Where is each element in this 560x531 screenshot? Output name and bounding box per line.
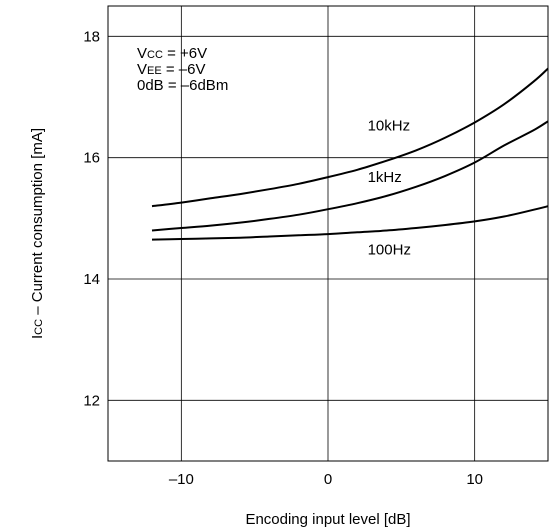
x-tick-label: 10 (466, 471, 483, 488)
series-lines (151, 67, 549, 241)
x-tick-labels: –10 0 10 (169, 471, 483, 488)
y-tick-label: 16 (83, 150, 100, 167)
series-line-100hz (151, 205, 549, 241)
series-line-10khz (151, 67, 549, 208)
y-tick-label: 18 (83, 28, 100, 45)
condition-subscript: CC (147, 49, 163, 61)
y-axis-symbol: I (29, 335, 46, 339)
condition-text: = –6V (162, 61, 206, 78)
y-axis-title: ICC – Current consumption [mA] (29, 128, 46, 339)
x-axis-title: Encoding input level [dB] (245, 511, 410, 528)
y-axis-text: – Current consumption [mA] (29, 128, 46, 319)
plot-frame (107, 5, 549, 462)
condition-text: = +6V (163, 45, 207, 62)
series-label-1khz: 1kHz (368, 169, 402, 186)
y-tick-label: 12 (83, 392, 100, 409)
y-tick-label: 14 (83, 271, 100, 288)
condition-line-1: VEE = –6V (137, 61, 206, 78)
x-tick-label: –10 (169, 471, 194, 488)
y-tick-labels: 12 14 16 18 (83, 28, 100, 409)
series-label-100hz: 100Hz (368, 242, 411, 259)
series-line-1khz (151, 120, 549, 232)
condition-subscript: EE (147, 65, 162, 77)
series-labels: 10kHz 1kHz 100Hz (368, 117, 411, 258)
condition-text: 0dB = –6dBm (137, 77, 228, 94)
y-axis-subscript: CC (33, 319, 45, 335)
condition-line-0: VCC = +6V (137, 45, 207, 62)
condition-line-2: 0dB = –6dBm (137, 77, 228, 94)
x-tick-label: 0 (324, 471, 332, 488)
grid-lines (108, 6, 548, 461)
condition-symbol: V (137, 61, 147, 78)
condition-symbol: V (137, 45, 147, 62)
series-label-10khz: 10kHz (368, 117, 411, 134)
